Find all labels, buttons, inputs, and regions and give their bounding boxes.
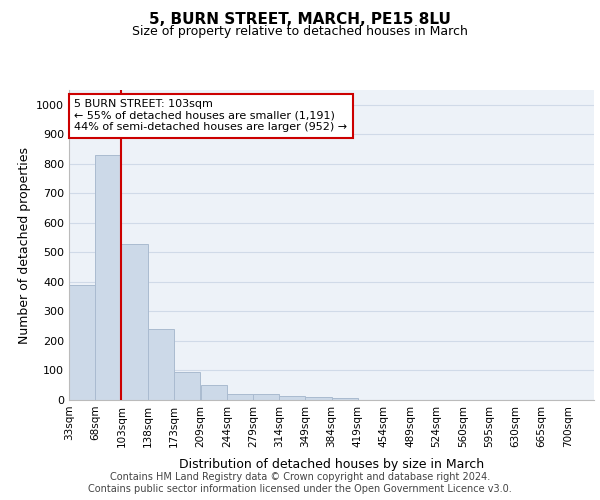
Bar <box>174 372 200 400</box>
Text: Contains public sector information licensed under the Open Government Licence v3: Contains public sector information licen… <box>88 484 512 494</box>
Bar <box>253 394 279 400</box>
Text: Size of property relative to detached houses in March: Size of property relative to detached ho… <box>132 25 468 38</box>
Bar <box>121 244 148 400</box>
Bar <box>279 396 305 400</box>
Text: Contains HM Land Registry data © Crown copyright and database right 2024.: Contains HM Land Registry data © Crown c… <box>110 472 490 482</box>
Text: 5 BURN STREET: 103sqm
← 55% of detached houses are smaller (1,191)
44% of semi-d: 5 BURN STREET: 103sqm ← 55% of detached … <box>74 100 347 132</box>
Bar <box>200 385 227 400</box>
Bar <box>148 329 174 400</box>
Bar <box>69 285 95 400</box>
Bar <box>305 397 331 400</box>
X-axis label: Distribution of detached houses by size in March: Distribution of detached houses by size … <box>179 458 484 471</box>
Bar <box>227 394 253 400</box>
Bar <box>331 398 358 400</box>
Bar <box>95 155 121 400</box>
Y-axis label: Number of detached properties: Number of detached properties <box>17 146 31 344</box>
Text: 5, BURN STREET, MARCH, PE15 8LU: 5, BURN STREET, MARCH, PE15 8LU <box>149 12 451 28</box>
